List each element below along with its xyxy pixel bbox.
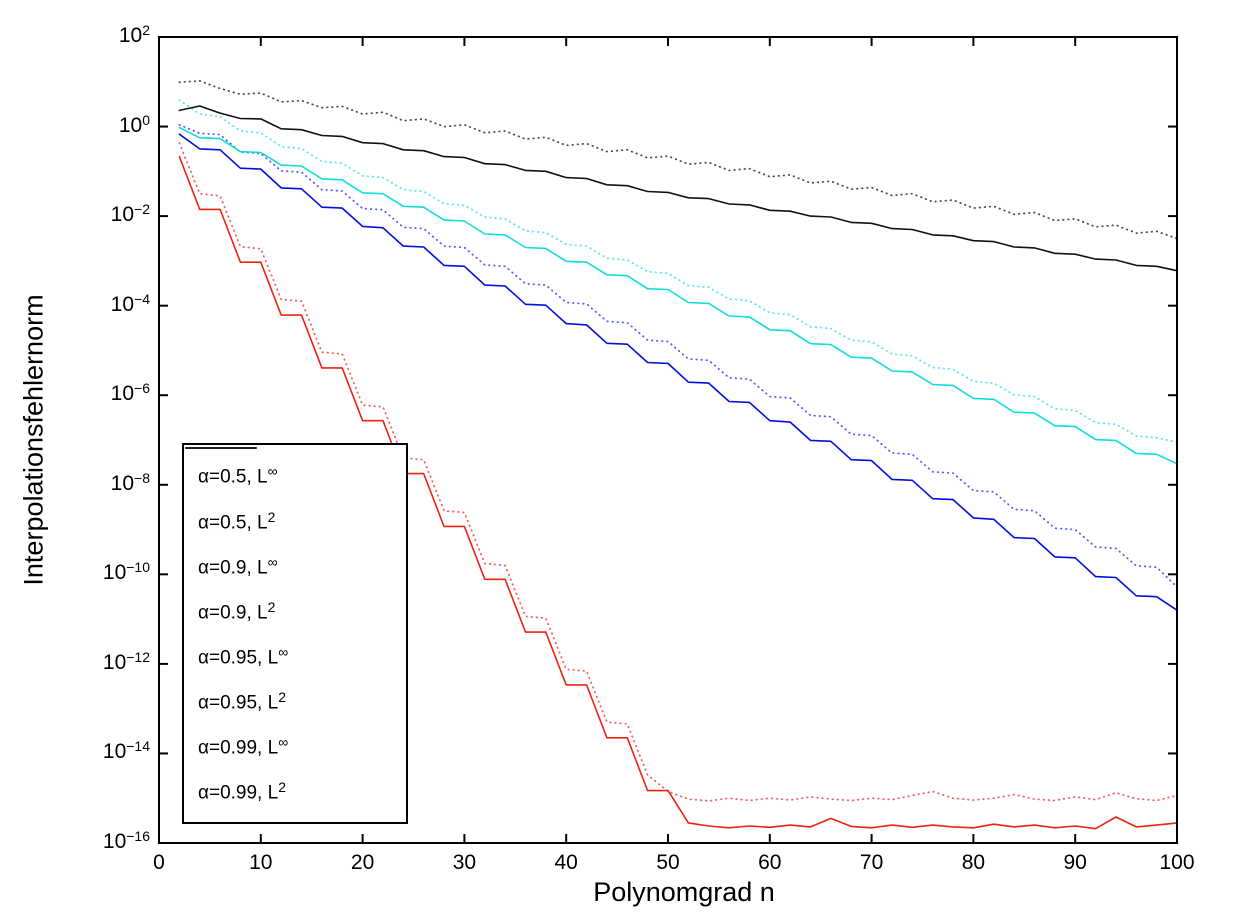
x-tick-label: 20: [350, 851, 375, 874]
series-line-2: [178, 123, 1178, 588]
y-tick-label: 100: [118, 111, 150, 137]
legend: α=0.5, L∞ α=0.5, L2 α=0.9, L∞ α=0.9, L2 α=0.…: [182, 443, 408, 824]
series-line-6: [178, 80, 1178, 240]
x-tick-label: 60: [758, 851, 782, 874]
x-tick-label: 30: [452, 851, 477, 874]
series-line-1: [178, 155, 1178, 830]
legend-item-5: α=0.95, L2: [185, 447, 406, 714]
y-tick-label: 10−10: [102, 559, 150, 585]
legend-item-1: α=0.5, L2: [185, 447, 406, 534]
legend-label: α=0.95, L∞: [198, 643, 289, 669]
x-tick-label: 70: [859, 851, 884, 874]
legend-item-7: α=0.99, L2: [185, 447, 406, 804]
x-tick-label: 0: [153, 851, 165, 874]
x-tick-label: 80: [961, 851, 986, 874]
x-tick-label: 40: [554, 851, 578, 874]
y-tick-label: 10−6: [110, 380, 150, 406]
solid-line-swatch: [185, 447, 257, 449]
legend-label: α=0.5, L2: [198, 508, 276, 533]
legend-item-6: α=0.99, L∞: [185, 447, 406, 759]
legend-label: α=0.95, L2: [198, 689, 286, 714]
legend-item-3: α=0.9, L2: [185, 447, 406, 624]
legend-label: α=0.5, L∞: [198, 463, 278, 488]
series-line-3: [178, 133, 1178, 612]
series-line-4: [178, 99, 1178, 444]
y-tick-label: 10−8: [110, 469, 150, 495]
series-line-7: [178, 105, 1178, 272]
y-tick-label: 102: [118, 22, 150, 47]
legend-item-4: α=0.95, L∞: [185, 447, 406, 669]
legend-label: α=0.9, L∞: [198, 553, 278, 578]
legend-label: α=0.9, L2: [198, 598, 276, 624]
x-axis-title: Polynomgrad n: [593, 877, 775, 907]
y-tick-label: 10−14: [102, 738, 150, 764]
x-tick-label: 100: [1159, 851, 1195, 874]
y-tick-label: 10−2: [110, 201, 150, 227]
x-tick-label: 50: [656, 851, 680, 874]
legend-label: α=0.99, L2: [198, 779, 286, 804]
y-tick-label: 10−12: [102, 648, 150, 674]
x-tick-label: 10: [249, 851, 273, 874]
x-tick-label: 90: [1063, 851, 1087, 874]
y-axis-title: Interpolationsfehlernorm: [18, 294, 49, 586]
y-tick-label: 10−16: [102, 828, 150, 853]
legend-item-0: α=0.5, L∞: [185, 447, 406, 488]
series-line-5: [178, 126, 1178, 465]
y-tick-label: 10−4: [110, 290, 150, 316]
legend-item-2: α=0.9, L∞: [185, 447, 406, 579]
legend-label: α=0.99, L∞: [198, 734, 289, 759]
